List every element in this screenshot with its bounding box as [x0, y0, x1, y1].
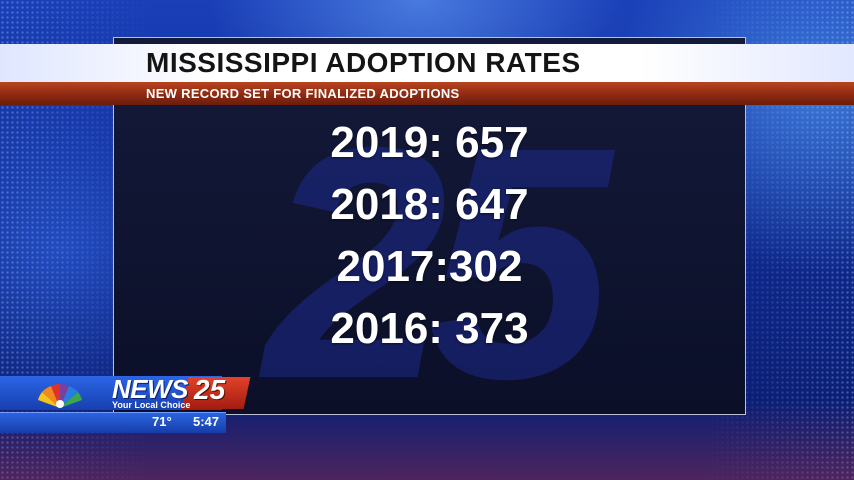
- stat-line: 2016: 373: [330, 304, 529, 353]
- peacock-icon: [38, 384, 82, 408]
- channel-watermark: 25: [264, 78, 611, 415]
- info-strip: [0, 412, 226, 433]
- subtitle-bar: [0, 82, 854, 105]
- station-number: 25: [194, 374, 226, 405]
- temperature-readout: 71°: [152, 414, 172, 429]
- stat-line: 2018: 647: [330, 180, 529, 229]
- time-readout: 5:47: [193, 414, 220, 429]
- stat-line: 2017:302: [336, 242, 523, 291]
- station-name: NEWS: [112, 374, 189, 404]
- title-bar: [0, 44, 854, 82]
- station-tagline: Your Local Choice: [112, 400, 191, 410]
- graphic-title: MISSISSIPPI ADOPTION RATES: [146, 47, 581, 78]
- stat-line: 2019: 657: [330, 118, 529, 167]
- graphic-subtitle: NEW RECORD SET FOR FINALIZED ADOPTIONS: [146, 86, 460, 101]
- adoption-stats-list: 2019: 657 2018: 647 2017:302 2016: 373: [113, 112, 746, 360]
